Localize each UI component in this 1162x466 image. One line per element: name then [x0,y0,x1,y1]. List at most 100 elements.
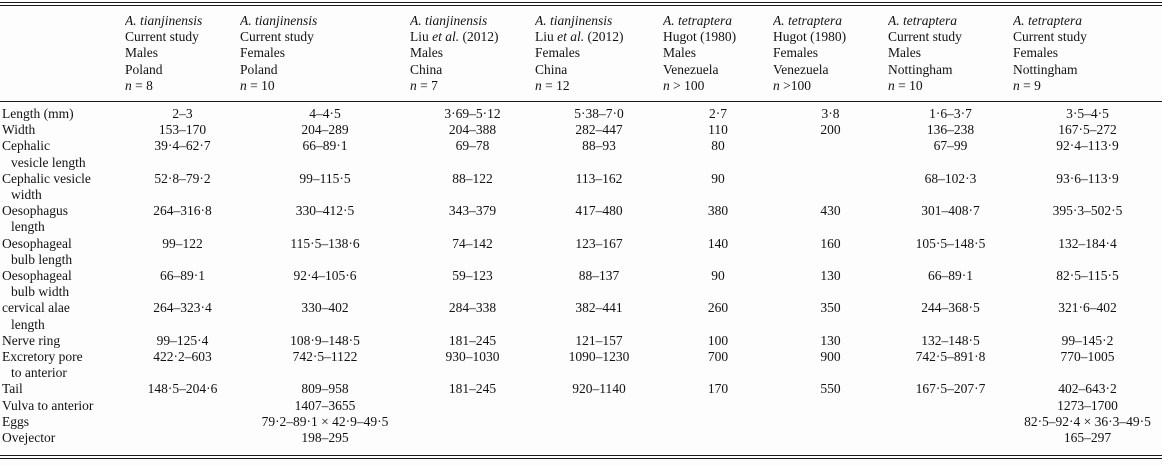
table-row: Eggs 79·2–89·1 × 42·9–49·5 82·5–92·4 × 36·… [0,414,1162,430]
table-row: Length (mm) 2–3 4–4·5 3·69–5·12 5·38–7·0 2·7 3… [0,102,1162,123]
study-reference: Liu et al. (2012) [410,29,535,45]
cell-value [888,430,1013,455]
cell-value: 59–123 [452,268,493,284]
cell-value [663,398,773,414]
location-label: China [535,61,568,77]
table-body: Length (mm) 2–3 4–4·5 3·69–5·12 5·38–7·0 2·7 3… [0,102,1162,456]
cell-value [410,398,535,414]
cell-value: 39·4–62·7 [154,138,211,154]
sample-size-n: n [410,77,417,93]
cell-value: 88–122 [452,170,493,186]
sex-label: Males [663,45,696,61]
sample-size-n: n [773,77,780,93]
cell-value: 200 [820,122,841,138]
cell-value: 167·5–207·7 [915,381,986,397]
study-post: (2012) [584,29,624,45]
study-pre: Hugot (1980) [773,29,847,45]
location-label: Poland [240,61,278,77]
species-line: A. tetraptera [663,13,773,29]
cell-value [125,398,240,414]
cell-value: 930–1030 [445,349,500,365]
sample-size-value: = 10 [894,77,923,93]
study-pre: Hugot (1980) [663,29,737,45]
sample-size-value: = 8 [131,77,153,93]
row-label-header [0,6,125,103]
sample-size: n = 10 [240,78,410,94]
species-name: A. tetraptera [773,13,842,28]
table-row: Excretory pore to anterior 422·2–603 742·5–… [0,349,1162,381]
sample-size: n = 9 [1013,78,1162,94]
study-reference: Hugot (1980) [663,29,773,45]
table-row: Nerve ring 99–125·4 108·9–148·5 181–245 121–… [0,333,1162,349]
table-row: Oesophageal bulb length 99–122 115·5–138·6 7… [0,236,1162,268]
header-row: A. tianjinensis Current study Males Poland n… [0,6,1162,103]
cell-value: 382–441 [575,300,623,316]
study-etal: et al. [557,29,585,45]
column-header: A. tianjinensis Liu et al. (2012) Males Chi… [410,6,535,103]
measurements-table: A. tianjinensis Current study Males Poland n… [0,6,1162,455]
column-header: A. tianjinensis Current study Females Polan… [240,6,410,103]
sample-size-n: n [888,77,895,93]
sample-size-value: = 10 [246,77,275,93]
study-pre: Liu [535,29,558,45]
cell-value: 395·3–502·5 [1052,203,1123,219]
sample-size-value: = 9 [1019,77,1041,93]
sample-size-value: = 7 [416,77,438,93]
cell-value: 93·6–113·9 [1056,170,1119,186]
cell-value: 321·6–402 [1058,300,1117,316]
sex-label: Females [535,45,580,61]
row-label: Oesophagus length [0,203,125,235]
study-reference: Current study [888,29,1013,45]
cell-value: 92·4–105·6 [293,268,357,284]
cell-value: 198–295 [301,430,349,446]
sample-size-n: n [663,77,670,93]
table-row: Tail 148·5–204·6 809–958 181–245 920–1140 170… [0,381,1162,397]
cell-value: 204–388 [448,122,497,138]
species-line: A. tianjinensis [240,13,410,29]
column-header: A. tetraptera Current study Females Notting… [1013,6,1162,103]
cell-value: 132–184·4 [1058,235,1117,251]
row-label-line: bulb width [11,284,70,300]
cell-value: 301–408·7 [921,203,980,219]
study-reference: Current study [125,29,240,45]
sex-label: Males [888,45,921,61]
cell-value [773,171,888,203]
cell-value: 330–412·5 [295,203,355,219]
cell-value: 2–3 [172,106,193,122]
species-name: A. tetraptera [888,13,957,28]
species-line: A. tetraptera [888,13,1013,29]
sample-size-n: n [240,77,247,93]
cell-value: 284–338 [448,300,497,316]
cell-value [773,398,888,414]
cell-value: 88–137 [578,268,620,284]
cell-value: 742·5–1122 [292,349,358,365]
study-pre: Current study [240,29,314,45]
table-row: Ovejector 198–295 165–297 [0,430,1162,455]
study-etal: et al. [432,29,460,45]
cell-value: 99–125·4 [156,332,209,348]
study-reference: Liu et al. (2012) [535,29,663,45]
cell-value: 123–167 [575,235,623,251]
cell-value: 88–93 [582,138,616,154]
table-row: Cephalic vesicle length 39·4–62·7 66–89·1 69… [0,138,1162,170]
cell-value: 170 [707,381,729,397]
cell-value: 264–323·4 [153,300,212,316]
row-label: Nerve ring [0,333,125,349]
location-label: Nottingham [1013,61,1078,77]
row-label-line: Eggs [2,413,29,429]
cell-value: 130 [820,332,841,348]
cell-value: 136–238 [926,122,975,138]
row-label: Tail [0,381,125,397]
row-label: Width [0,122,125,138]
row-label: Eggs [0,414,125,430]
cell-value: 100 [707,332,729,348]
cell-value [535,414,663,430]
cell-value: 68–102·3 [924,170,977,186]
cell-value [888,398,1013,414]
sample-size: n = 10 [888,78,1013,94]
cell-value: 153–170 [158,122,207,138]
row-label-line: length [11,316,45,332]
cell-value: 160 [820,235,841,251]
cell-value: 204–289 [301,122,349,138]
cell-value: 140 [707,235,729,251]
